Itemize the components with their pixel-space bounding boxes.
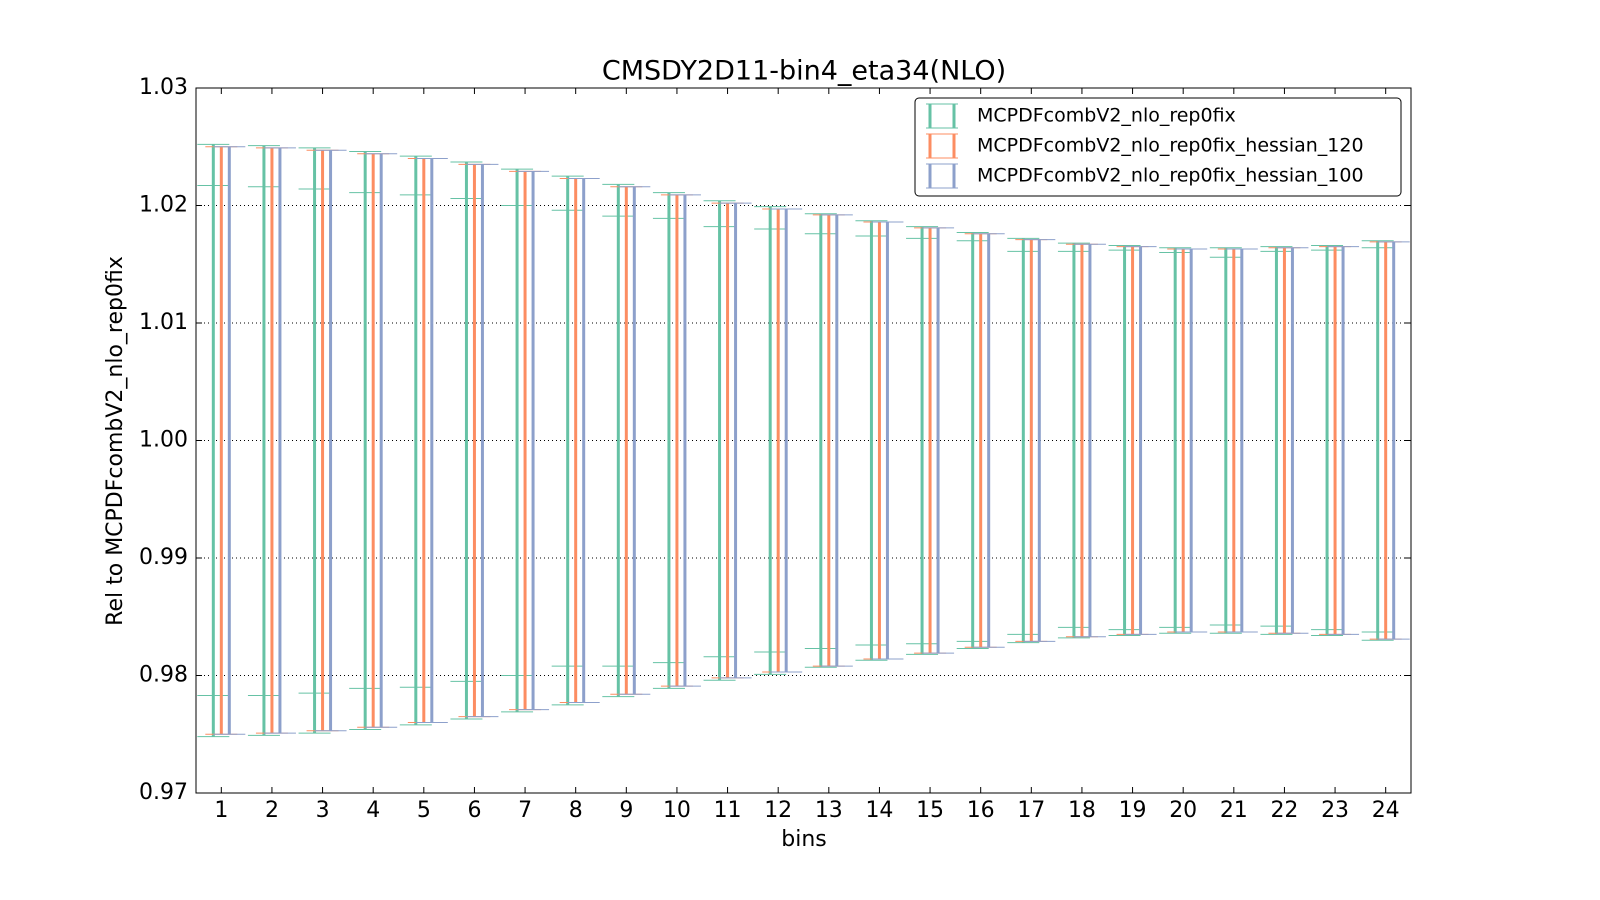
x-tick-label: 7 (518, 798, 532, 823)
legend-label: MCPDFcombV2_nlo_rep0fix (977, 105, 1236, 127)
y-tick-label: 1.01 (139, 310, 188, 335)
y-tick-label: 1.00 (139, 428, 188, 453)
legend-label: MCPDFcombV2_nlo_rep0fix_hessian_120 (977, 135, 1364, 157)
x-tick-label: 5 (417, 798, 431, 823)
x-tick-label: 20 (1169, 798, 1197, 823)
x-tick-label: 14 (865, 798, 893, 823)
x-tick-label: 21 (1220, 798, 1248, 823)
x-tick-label: 13 (815, 798, 843, 823)
y-tick-label: 0.98 (139, 663, 188, 688)
y-axis-label: Rel to MCPDFcombV2_nlo_rep0fix (103, 256, 128, 626)
x-tick-label: 10 (663, 798, 691, 823)
x-tick-label: 2 (265, 798, 279, 823)
y-tick-label: 0.97 (139, 780, 188, 805)
legend-label: MCPDFcombV2_nlo_rep0fix_hessian_100 (977, 165, 1364, 187)
legend-box (914, 97, 1402, 197)
x-tick-label: 17 (1017, 798, 1045, 823)
x-tick-label: 4 (366, 798, 380, 823)
y-tick-label: 1.03 (139, 75, 188, 100)
x-tick-label: 24 (1372, 798, 1400, 823)
x-tick-label: 6 (467, 798, 481, 823)
x-tick-label: 1 (214, 798, 228, 823)
x-axis-label: bins (781, 827, 826, 852)
x-tick-label: 22 (1270, 798, 1298, 823)
x-tick-label: 18 (1068, 798, 1096, 823)
x-tick-label: 3 (316, 798, 330, 823)
y-tick-label: 1.02 (139, 193, 188, 218)
x-tick-label: 12 (764, 798, 792, 823)
y-tick-label: 0.99 (139, 545, 188, 570)
chart-title: CMSDY2D11-bin4_eta34(NLO) (602, 56, 1006, 87)
legend: MCPDFcombV2_nlo_rep0fix MCPDFcombV2_nlo_r… (914, 97, 1402, 197)
x-tick-label: 11 (714, 798, 742, 823)
x-tick-label: 8 (569, 798, 583, 823)
x-tick-label: 23 (1321, 798, 1349, 823)
x-tick-label: 9 (619, 798, 633, 823)
x-tick-label: 19 (1119, 798, 1147, 823)
plot-frame (195, 87, 1412, 794)
x-tick-label: 16 (967, 798, 995, 823)
x-tick-label: 15 (916, 798, 944, 823)
